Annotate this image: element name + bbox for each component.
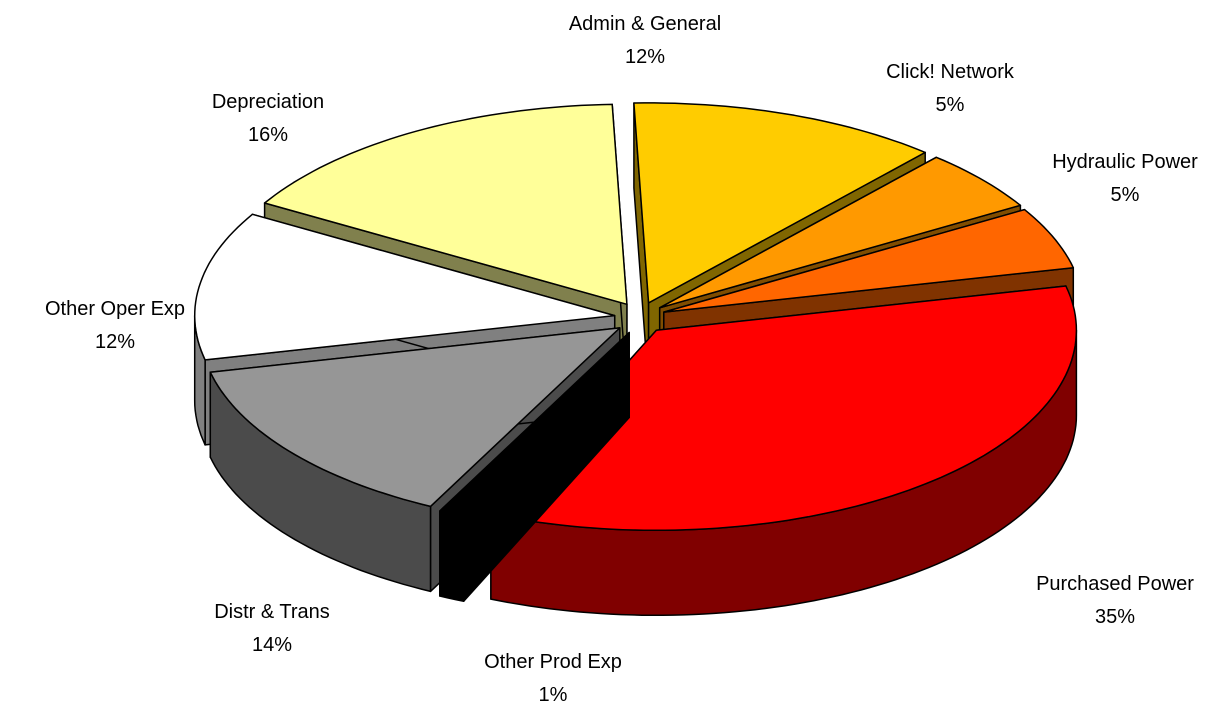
data-label-name: Hydraulic Power [1052, 151, 1198, 173]
data-label-name: Other Oper Exp [45, 298, 185, 320]
slice-top [490, 285, 1078, 532]
slice-top [663, 208, 1075, 313]
data-label-name: Click! Network [886, 61, 1015, 83]
slice-wall [439, 510, 465, 603]
slice-top [658, 156, 1022, 309]
data-label-name: Depreciation [212, 91, 324, 113]
data-label-value: 16% [248, 124, 288, 146]
data-label-name: Distr & Trans [214, 601, 330, 623]
data-label-name: Purchased Power [1036, 573, 1194, 595]
data-label-value: 1% [539, 684, 568, 705]
data-label-value: 12% [95, 331, 135, 353]
slice-top [209, 327, 621, 508]
data-label-value: 14% [252, 634, 292, 656]
data-label-value: 35% [1095, 606, 1135, 628]
data-label-value: 12% [625, 46, 665, 68]
slice-top [263, 103, 628, 306]
data-label-name: Other Prod Exp [484, 651, 622, 673]
slice [439, 331, 630, 603]
data-label-value: 5% [936, 94, 965, 116]
slice-top [439, 331, 630, 518]
data-label-name: Admin & General [569, 13, 721, 35]
slice-top [193, 213, 616, 361]
data-label-value: 5% [1111, 184, 1140, 206]
slice-top [633, 102, 926, 304]
